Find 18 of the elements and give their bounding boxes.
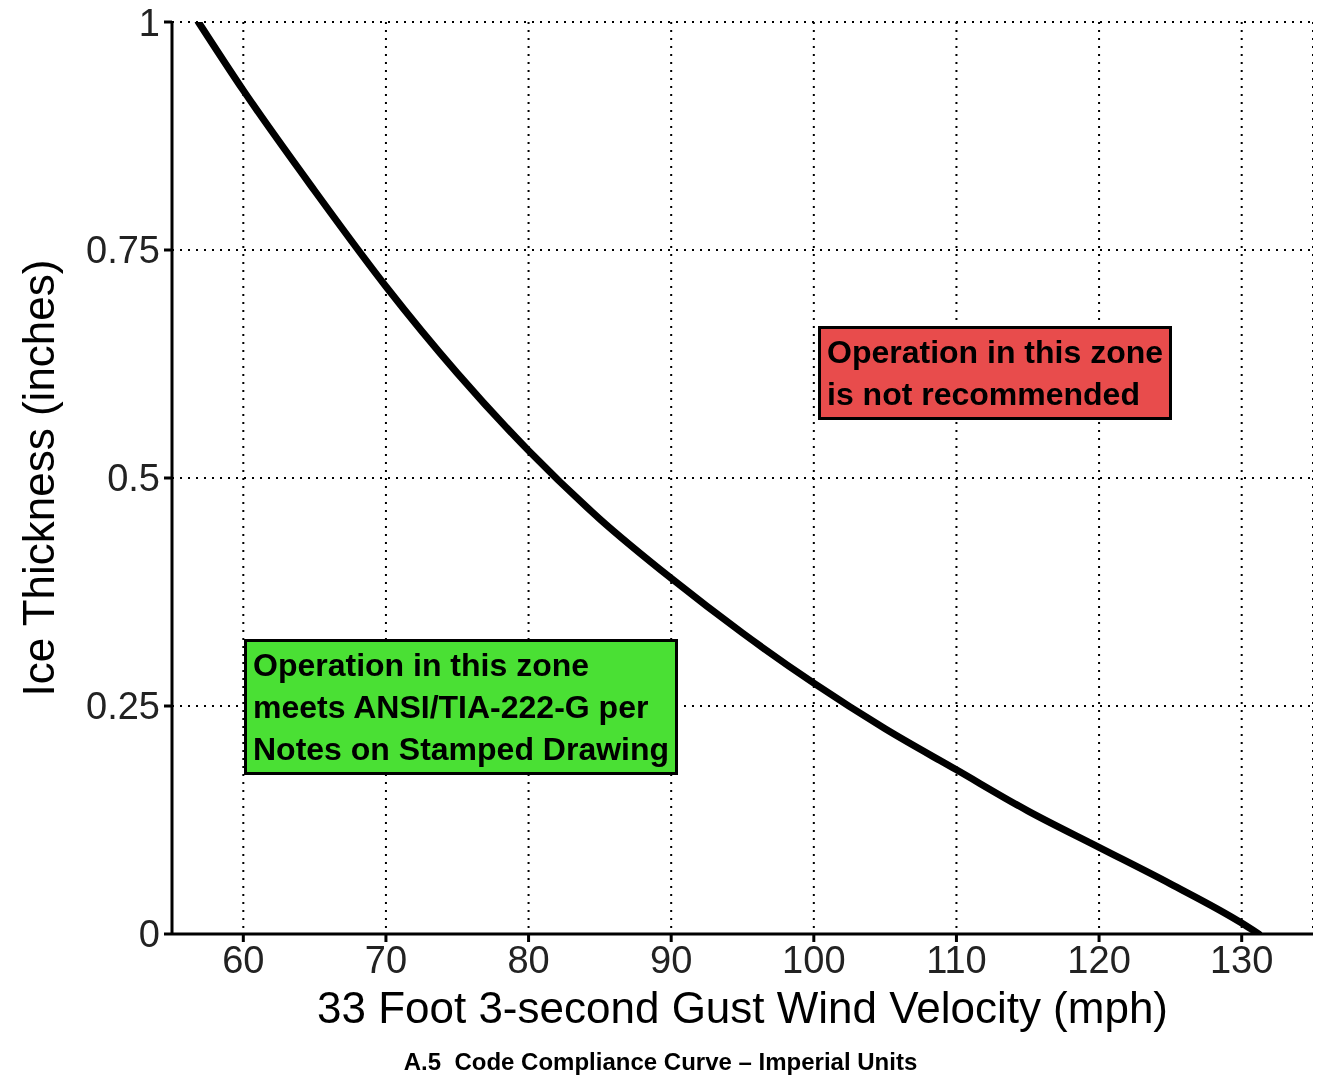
x-tick-label: 100 (782, 938, 846, 981)
y-tick-label: 0.5 (107, 457, 160, 500)
annotation: Operation in this zone is not recommended (818, 326, 1173, 420)
x-tick-label: 60 (222, 938, 265, 981)
text: A.5 Code Compliance Curve – Imperial Units (402, 1048, 919, 1076)
x-axis-title: 33 Foot 3-second Gust Wind Velocity (mph) (315, 983, 1169, 1033)
y-tick-label: 0 (138, 913, 160, 956)
x-tick-label: 120 (1067, 938, 1131, 981)
y-tick-label: 0.25 (86, 685, 160, 728)
x-tick-label: 130 (1209, 938, 1274, 981)
y-tick-label: 0.75 (86, 229, 160, 272)
annotation: Operation in this zone meets ANSI/TIA-222-G per Notes on Stamped Drawing (244, 639, 679, 775)
x-tick-label: 80 (507, 938, 550, 981)
y-axis-title: Ice Thickness (inches) (14, 258, 64, 699)
x-tick-label: 90 (650, 938, 693, 981)
x-tick-label: 70 (364, 938, 408, 981)
y-tick-label: 1 (138, 1, 160, 44)
x-tick-label: 110 (926, 938, 987, 981)
